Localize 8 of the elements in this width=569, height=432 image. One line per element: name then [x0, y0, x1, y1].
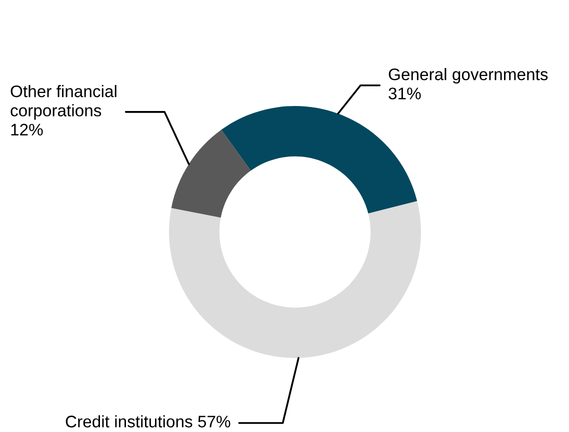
slice-label: Credit institutions 57% — [66, 415, 230, 428]
slice-label: Other financial corporations — [10, 85, 116, 120]
donut-slice — [169, 201, 421, 358]
donut-slice — [221, 106, 418, 214]
data-label: 31% — [388, 88, 421, 100]
slice-label: General governments — [388, 68, 548, 84]
donut-slice — [171, 130, 251, 218]
data-label: 12% — [11, 124, 43, 136]
